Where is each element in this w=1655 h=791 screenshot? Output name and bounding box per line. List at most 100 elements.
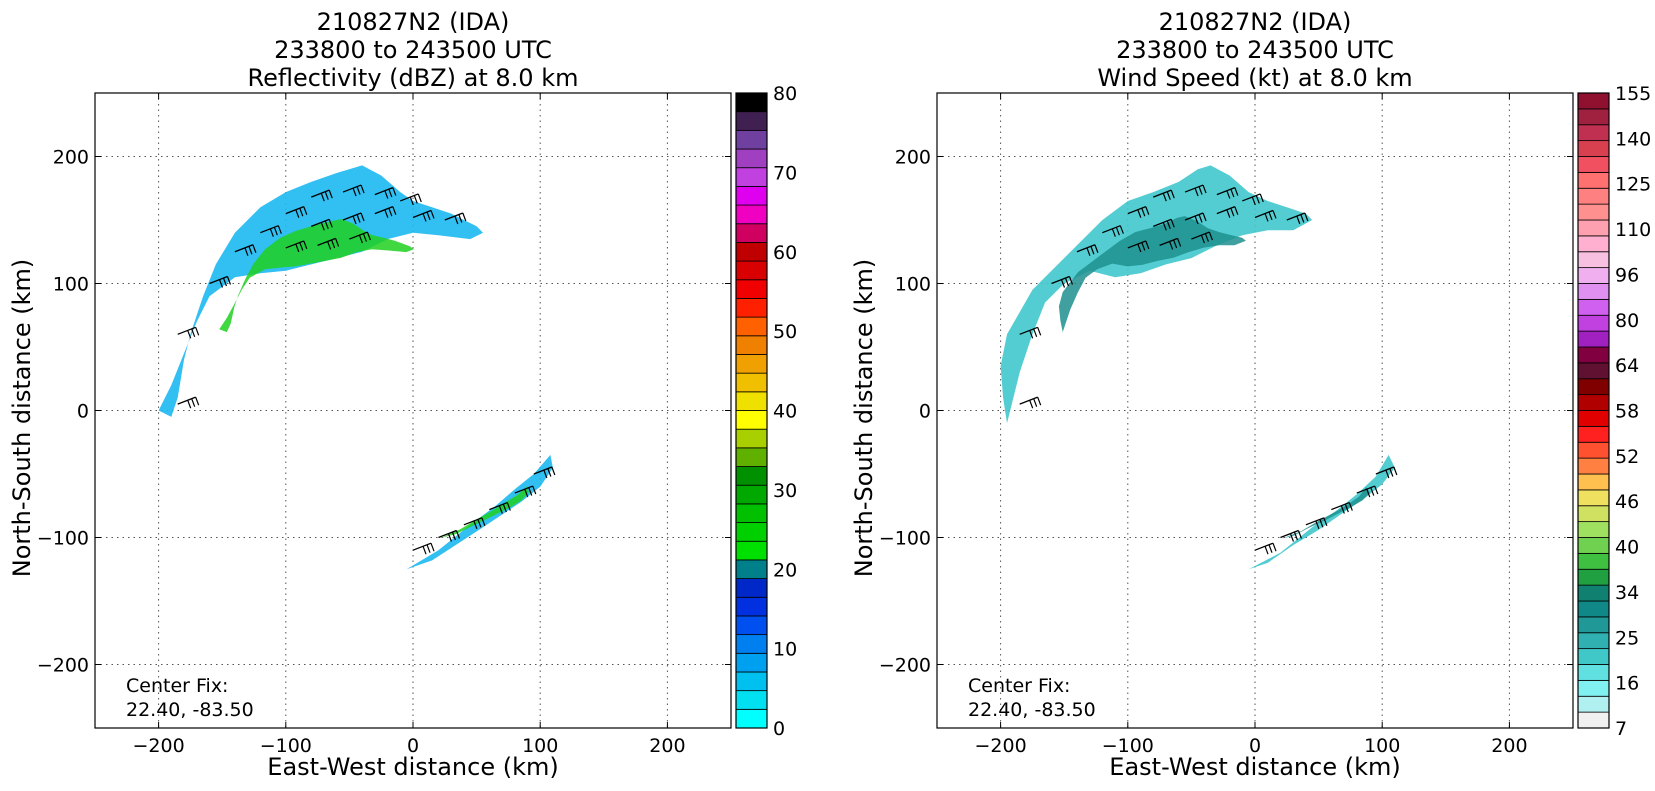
wind-barb (444, 212, 467, 225)
wind-barb-flag (244, 247, 249, 256)
wind-barb-flag (1264, 213, 1269, 222)
colorbar-label: 80 (1615, 310, 1639, 332)
wind-barb-flag (1296, 215, 1301, 225)
wind-barb-flag (426, 544, 431, 553)
wind-barb (1254, 209, 1277, 222)
wind-barb-flag (1141, 207, 1146, 217)
colorbar-level (1577, 378, 1610, 396)
wind-barb (1127, 206, 1150, 218)
colorbar-level (735, 279, 768, 299)
wind-barb-flag (248, 246, 253, 255)
wind-barb-flag (356, 214, 361, 223)
wind-barb (1216, 206, 1239, 218)
x-tick-label: −100 (260, 735, 312, 757)
wind-barb-shaft (514, 485, 533, 494)
chart-title-line-2: 233800 to 243500 UTC (1116, 36, 1394, 64)
wind-barb-flag (1202, 184, 1207, 194)
wind-barb (1076, 244, 1099, 256)
wind-barb-flag (328, 189, 333, 199)
colorbar-level (735, 185, 768, 206)
wind-barb-flag (1255, 195, 1260, 204)
colorbar-level (1577, 124, 1610, 142)
wind-barb-shaft (1254, 542, 1274, 551)
chart-title-line-3: Reflectivity (dBZ) at 8.0 km (248, 64, 579, 92)
colorbar-label: 140 (1615, 128, 1651, 150)
wind-barb-flag (430, 542, 435, 552)
colorbar-label: 25 (1615, 627, 1639, 649)
wind-barb-flag (273, 226, 278, 236)
colorbar-frame (1577, 92, 1610, 729)
wind-barb-flag (358, 234, 363, 244)
wind-barb-flag (366, 231, 371, 241)
colorbar-level (735, 708, 768, 729)
colorbar-level (735, 578, 768, 598)
wind-barb-flag (1374, 485, 1379, 495)
wind-barb-flag (320, 222, 325, 231)
colorbar-level (735, 634, 768, 654)
wind-barb-flag (218, 279, 224, 288)
wind-barb-shaft (444, 212, 464, 221)
colorbar-level (1577, 219, 1610, 237)
colorbar-level (1577, 330, 1610, 348)
wind-barb-flag (1370, 487, 1375, 496)
wind-barb-flag (498, 505, 503, 514)
x-tick-label: 0 (1249, 735, 1261, 757)
chart-title-line-2: 233800 to 243500 UTC (274, 36, 552, 64)
wind-barb-flag (299, 242, 304, 251)
chart-title-line-3: Wind Speed (kt) at 8.0 km (1097, 64, 1412, 92)
wind-barb-flag (331, 239, 336, 249)
wind-speed-panel: 210827N2 (IDA) 233800 to 243500 UTC Wind… (850, 8, 1651, 781)
colorbar-label: 155 (1615, 83, 1651, 105)
wind-barb-flag (1393, 466, 1398, 476)
wind-barb-shaft (1216, 186, 1236, 196)
wind-barb-shaft (1375, 466, 1395, 475)
colorbar-label: 34 (1615, 582, 1639, 604)
wind-barb (1153, 189, 1175, 202)
colorbar-level (1577, 679, 1610, 697)
wind-barb-shaft (1184, 212, 1204, 221)
wind-barb-flag (356, 186, 361, 195)
wind-barb-flag (324, 191, 329, 200)
wind-barb-shaft (1191, 231, 1210, 240)
southern-band-region (406, 454, 553, 570)
colorbar-level (735, 540, 768, 561)
colorbar-label: 125 (1615, 174, 1651, 196)
wind-barb-flag (502, 503, 507, 513)
colorbar-level (1577, 521, 1610, 538)
wind-barb-shaft (374, 186, 394, 196)
wind-barb (260, 225, 282, 237)
wind-barb-flag (1234, 206, 1239, 215)
wind-barb-flag (409, 196, 414, 206)
colorbar-level (735, 316, 768, 337)
northern-band-core (1058, 216, 1246, 333)
wind-barb-flag (462, 212, 467, 222)
wind-barb-flag (1198, 214, 1203, 223)
colorbar-level (1577, 394, 1610, 411)
wind-barb-flag (195, 327, 200, 336)
colorbar-label: 10 (773, 639, 797, 661)
wind-barb-flag (524, 488, 529, 498)
y-tick-label: 0 (919, 401, 931, 423)
wind-barb-flag (1366, 488, 1371, 498)
colorbar-level (735, 391, 768, 411)
wind-barb (489, 501, 511, 514)
colorbar-level (735, 260, 768, 281)
wind-barb-flag (458, 214, 463, 223)
wind-barb-flag (528, 487, 533, 496)
colorbar-level (1577, 235, 1610, 253)
wind-barb (412, 542, 435, 555)
colorbar-level (735, 92, 768, 113)
wind-barb-flag (1177, 238, 1182, 247)
wind-barb-flag (1234, 187, 1239, 196)
colorbar-level (735, 129, 768, 150)
wind-barb-shaft (285, 240, 305, 249)
wind-barb-flag (543, 469, 548, 479)
wind-barb-flag (1173, 239, 1178, 249)
colorbar-level (1577, 298, 1610, 316)
colorbar-level (735, 466, 768, 486)
colorbar-level (735, 335, 768, 355)
wind-barb-flag (1226, 190, 1231, 199)
wind-barb-flag (1272, 210, 1277, 219)
wind-barb-flag (1170, 189, 1175, 199)
wind-barb-flag (384, 209, 389, 218)
